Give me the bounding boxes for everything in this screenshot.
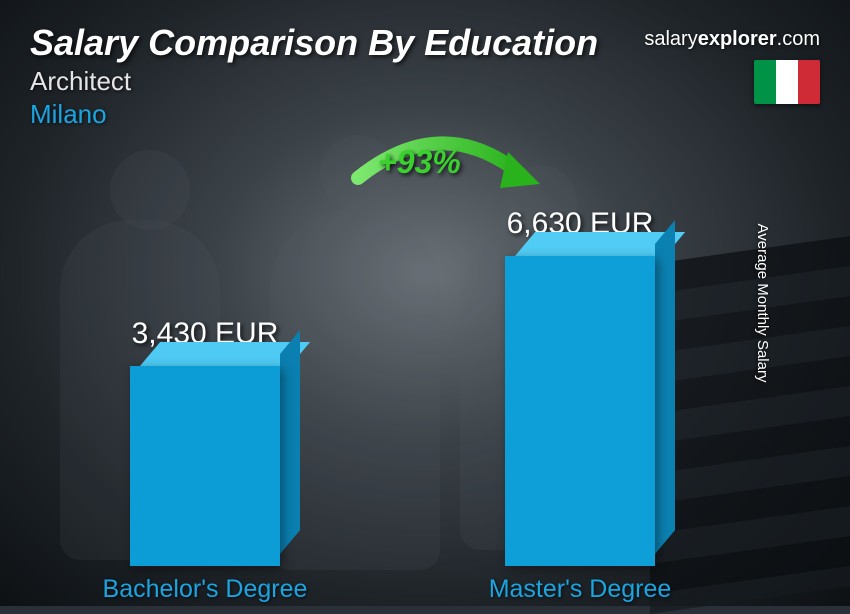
bar-category-label: Bachelor's Degree — [65, 575, 345, 604]
increase-indicator: +93% — [340, 130, 570, 210]
brand-suffix: .com — [777, 28, 820, 50]
bar-3d — [505, 256, 655, 566]
bar-side-face — [280, 330, 300, 554]
y-axis-label: Average Monthly Salary — [754, 224, 771, 383]
flag-stripe-red — [798, 60, 820, 104]
bar-category-label: Master's Degree — [440, 575, 720, 604]
flag-italy — [754, 60, 820, 104]
increase-label: +93% — [378, 144, 461, 181]
bar-front-face — [130, 366, 280, 566]
bar-front-face — [505, 256, 655, 566]
bar-side-face — [655, 220, 675, 554]
brand-bold: explorer — [698, 28, 777, 50]
brand-prefix: salary — [644, 28, 697, 50]
bar-3d — [130, 366, 280, 566]
flag-stripe-white — [776, 60, 798, 104]
header: Salary Comparison By Education Architect… — [0, 0, 850, 130]
flag-stripe-green — [754, 60, 776, 104]
brand-logo: salaryexplorer.com — [644, 28, 820, 51]
page-subtitle: Architect — [30, 66, 820, 97]
page-location: Milano — [30, 99, 820, 130]
